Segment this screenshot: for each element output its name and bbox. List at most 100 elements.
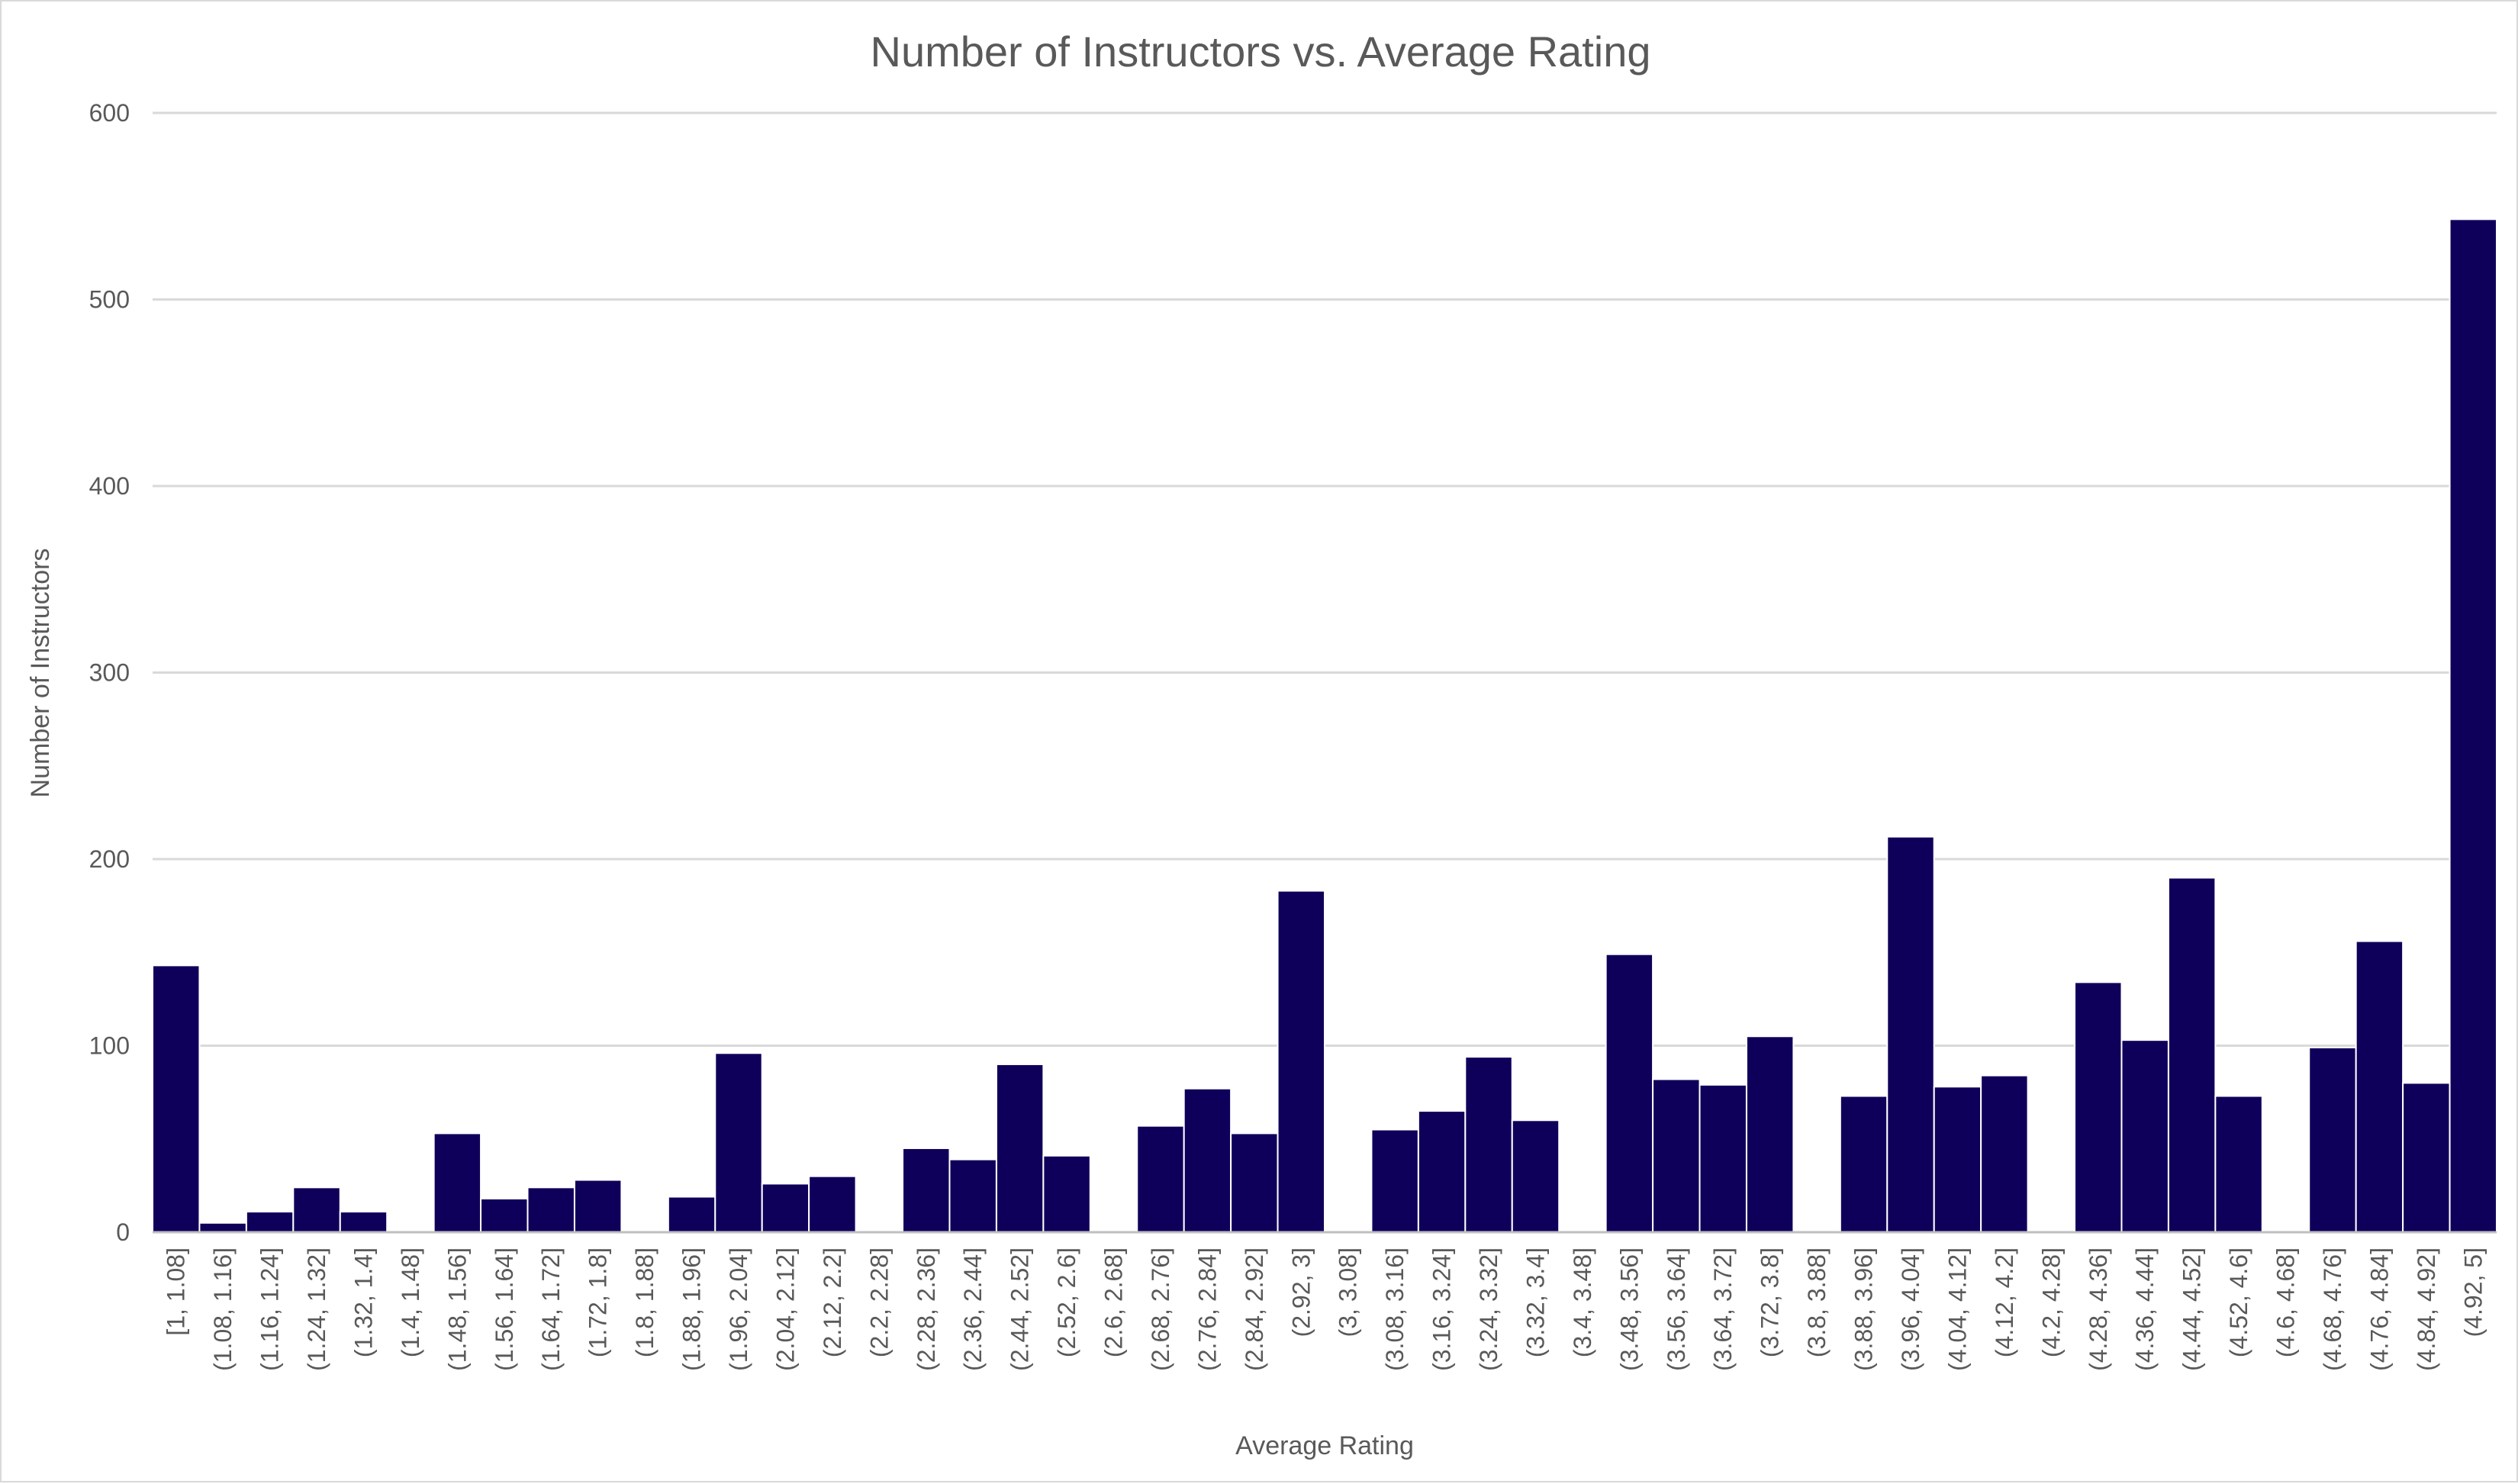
x-tick-label: (1.24, 1.32] [303, 1247, 330, 1371]
y-tick-label: 500 [89, 286, 130, 314]
bar [1370, 1128, 1419, 1234]
bar [2355, 940, 2404, 1233]
bar [1230, 1132, 1279, 1234]
x-tick-label: (2.76, 2.84] [1193, 1247, 1221, 1371]
x-tick-label: (2.12, 2.2] [819, 1247, 846, 1357]
chart-title: Number of Instructors vs. Average Rating [871, 27, 1651, 76]
bar [2120, 1039, 2169, 1234]
bar [995, 1063, 1045, 1233]
bar [2402, 1082, 2451, 1234]
x-tick-label: (2.52, 2.6] [1053, 1247, 1080, 1357]
x-tick-label: (3.88, 3.96] [1850, 1247, 1878, 1371]
x-tick-label: (3.08, 3.16] [1381, 1247, 1409, 1371]
x-tick-label: (2.36, 2.44] [959, 1247, 987, 1371]
x-tick-label: (1.56, 1.64] [491, 1247, 518, 1371]
x-tick-label: (1.08, 1.16] [209, 1247, 237, 1371]
bar [573, 1179, 623, 1234]
x-tick-label: (3, 3.08] [1335, 1247, 1362, 1337]
x-tick-label: (4.92, 5] [2459, 1247, 2487, 1337]
x-tick-label: (2.84, 2.92] [1241, 1247, 1268, 1371]
bar [1605, 953, 1654, 1233]
bar [1699, 1083, 1747, 1233]
bar [761, 1183, 810, 1234]
bar [245, 1211, 295, 1233]
bar [714, 1052, 763, 1234]
bars [152, 218, 2498, 1234]
bar [433, 1132, 482, 1234]
y-tick-label: 100 [89, 1032, 130, 1060]
bar [1136, 1125, 1185, 1234]
bar [339, 1211, 388, 1233]
x-tick-label: (3.16, 3.24] [1428, 1247, 1456, 1371]
bar [808, 1175, 857, 1234]
x-tick-label: (2.68, 2.76] [1147, 1247, 1174, 1371]
x-tick-label: (4.6, 4.68] [2272, 1247, 2300, 1357]
bar [480, 1197, 529, 1233]
y-axis-title: Number of Instructors [26, 549, 55, 798]
bar [1464, 1056, 1513, 1234]
x-tick-label: (1.32, 1.4] [349, 1247, 377, 1357]
bar [1745, 1035, 1795, 1234]
y-tick-label: 300 [89, 659, 130, 687]
bar [2167, 877, 2217, 1233]
x-tick-label: (3.8, 3.88] [1803, 1247, 1831, 1357]
bar [1933, 1086, 1982, 1234]
x-tick-label: (4.2, 4.28] [2037, 1247, 2065, 1357]
bar [1042, 1154, 1091, 1234]
bar [1183, 1087, 1232, 1233]
x-tick-label: (4.52, 4.6] [2225, 1247, 2252, 1357]
x-tick-label: (4.28, 4.36] [2085, 1247, 2112, 1371]
bar [198, 1222, 247, 1234]
bar [152, 964, 201, 1233]
y-tick-label: 0 [116, 1218, 130, 1246]
x-tick-label: (2.04, 2.12] [771, 1247, 799, 1371]
x-tick-label: (3.4, 3.48] [1569, 1247, 1596, 1357]
x-tick-label: (4.12, 4.2] [1991, 1247, 2018, 1357]
bar [1886, 835, 1935, 1234]
x-axis-title: Average Rating [1235, 1431, 1414, 1460]
x-tick-label: (1.64, 1.72] [537, 1247, 565, 1371]
x-tick-label: (4.36, 4.44] [2131, 1247, 2159, 1371]
bar [1980, 1074, 2029, 1233]
bar [292, 1186, 341, 1233]
x-tick-label: (1.4, 1.48] [397, 1247, 424, 1357]
bar [2214, 1095, 2263, 1234]
x-tick-label: (1.48, 1.56] [443, 1247, 471, 1371]
bar [948, 1158, 997, 1234]
x-tick-label: (2.92, 3] [1287, 1247, 1315, 1337]
x-tick-label: [1, 1.08] [163, 1247, 190, 1336]
x-tick-label: (4.76, 4.84] [2365, 1247, 2393, 1371]
y-axis-tick-labels: 0 100 200 300 400 500 600 [89, 99, 130, 1246]
x-tick-label: (1.8, 1.88] [631, 1247, 658, 1357]
x-tick-label: (2.6, 2.68] [1100, 1247, 1128, 1357]
bar [2449, 218, 2498, 1233]
x-tick-label: (4.44, 4.52] [2178, 1247, 2206, 1371]
x-tick-label: (1.16, 1.24] [256, 1247, 284, 1371]
bar [902, 1147, 951, 1233]
bar [1839, 1095, 1888, 1234]
x-tick-label: (2.44, 2.52] [1006, 1247, 1034, 1371]
y-tick-label: 400 [89, 472, 130, 500]
x-tick-label: (1.88, 1.96] [678, 1247, 706, 1371]
x-tick-label: (4.68, 4.76] [2319, 1247, 2346, 1371]
bar [1417, 1110, 1467, 1233]
x-tick-label: (1.72, 1.8] [584, 1247, 612, 1357]
bar [2308, 1046, 2357, 1233]
x-tick-label: (3.48, 3.56] [1615, 1247, 1643, 1371]
bar [526, 1186, 575, 1233]
x-tick-label: (1.96, 2.04] [725, 1247, 752, 1371]
x-tick-label: (3.72, 3.8] [1756, 1247, 1784, 1357]
x-tick-label: (4.84, 4.92] [2413, 1247, 2440, 1371]
y-tick-label: 600 [89, 99, 130, 127]
y-tick-label: 200 [89, 845, 130, 873]
x-tick-label: (3.32, 3.4] [1521, 1247, 1549, 1357]
bar [2074, 981, 2123, 1233]
bar [1652, 1078, 1701, 1234]
x-tick-label: (2.28, 2.36] [913, 1247, 940, 1371]
x-tick-label: (4.04, 4.12] [1943, 1247, 1971, 1371]
x-tick-label: (3.24, 3.32] [1475, 1247, 1502, 1371]
x-axis-tick-labels: [1, 1.08] (1.08, 1.16] (1.16, 1.24] (1.24, … [163, 1247, 2487, 1371]
x-tick-label: (3.96, 4.04] [1897, 1247, 1924, 1371]
bar [1277, 890, 1326, 1233]
